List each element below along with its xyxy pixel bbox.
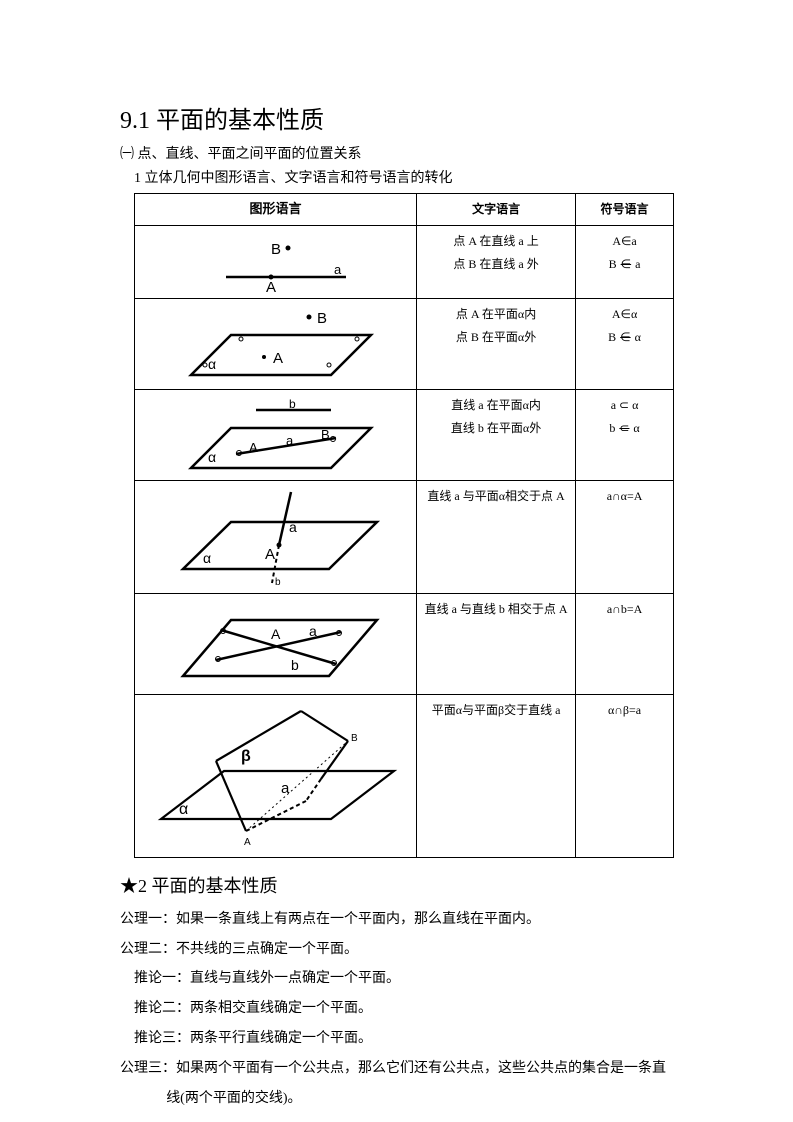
symbol-cell: α∩β=a (576, 694, 674, 857)
axiom-line: 公理一：如果一条直线上有两点在一个平面内，那么直线在平面内。 (120, 908, 683, 932)
corollary-line: 推论三：两条平行直线确定一个平面。 (120, 1027, 683, 1051)
svg-text:b: b (275, 577, 281, 587)
text-cell: 平面α与平面β交于直线 a (417, 694, 576, 857)
svg-text:α: α (208, 356, 216, 372)
fig-point-plane: α A B (161, 305, 391, 383)
axiom-line-cont: 线(两个平面的交线)。 (120, 1087, 683, 1111)
symbol-cell: A∈α B ∈ α (576, 298, 674, 389)
th-symbol: 符号语言 (576, 194, 674, 226)
axiom-line: 公理三：如果两个平面有一个公共点，那么它们还有公共点，这些公共点的集合是一条直 (120, 1057, 683, 1081)
svg-text:A: A (273, 350, 283, 367)
th-figure: 图形语言 (135, 194, 417, 226)
section2-title: ★2 平面的基本性质 (120, 872, 683, 898)
table-row: α A a b 直线 a 与平面α相交于点 A a∩α=A (135, 480, 674, 593)
figure-cell: A B a (135, 225, 417, 298)
svg-text:β: β (241, 748, 251, 765)
text-cell: 直线 a 与平面α相交于点 A (417, 480, 576, 593)
svg-text:a: a (334, 262, 342, 277)
svg-text:b: b (289, 397, 296, 411)
table-row: A a b 直线 a 与直线 b 相交于点 A a∩b=A (135, 593, 674, 694)
corollary-line: 推论一：直线与直线外一点确定一个平面。 (120, 967, 683, 991)
fig-two-lines: A a b (161, 600, 391, 688)
svg-text:B: B (317, 310, 327, 327)
subsection-1: ㈠ 点、直线、平面之间平面的位置关系 (120, 143, 683, 163)
language-table: 图形语言 文字语言 符号语言 A B a (134, 193, 674, 858)
svg-text:A: A (266, 279, 276, 292)
corollary-line: 推论二：两条相交直线确定一个平面。 (120, 997, 683, 1021)
figure-cell: α A B (135, 298, 417, 389)
table-row: α A B a b 直线 a 在平面α内 直线 b 在平面α外 a ⊂ (135, 389, 674, 480)
svg-text:a: a (281, 780, 290, 797)
svg-text:A: A (265, 546, 275, 563)
text-cell: 点 A 在直线 a 上 点 B 在直线 a 外 (417, 225, 576, 298)
figure-cell: A B a α β (135, 694, 417, 857)
fig-two-planes: A B a α β (146, 701, 406, 851)
figure-cell: A a b (135, 593, 417, 694)
svg-text:b: b (291, 657, 299, 673)
text-cell: 直线 a 在平面α内 直线 b 在平面α外 (417, 389, 576, 480)
svg-text:A: A (249, 440, 258, 455)
text-cell: 直线 a 与直线 b 相交于点 A (417, 593, 576, 694)
axiom-line: 公理二：不共线的三点确定一个平面。 (120, 938, 683, 962)
figure-cell: α A a b (135, 480, 417, 593)
table-row: A B a α β 平面α与平面β交于直线 a α∩β=a (135, 694, 674, 857)
svg-text:A: A (271, 626, 281, 642)
text-cell: 点 A 在平面α内 点 B 在平面α外 (417, 298, 576, 389)
svg-text:a: a (286, 433, 294, 448)
subsection-1-1: 1 立体几何中图形语言、文字语言和符号语言的转化 (134, 167, 683, 187)
table-row: A B a 点 A 在直线 a 上 点 B 在直线 a 外 A∈a B ∈ a (135, 225, 674, 298)
symbol-cell: A∈a B ∈ a (576, 225, 674, 298)
page-title: 9.1 平面的基本性质 (120, 100, 683, 135)
svg-text:B: B (271, 241, 281, 258)
symbol-cell: a∩α=A (576, 480, 674, 593)
svg-text:α: α (208, 449, 216, 465)
svg-text:α: α (203, 550, 211, 566)
fig-line-intersect-plane: α A a b (161, 487, 391, 587)
svg-text:a: a (289, 519, 297, 535)
fig-point-line: A B a (176, 232, 376, 292)
table-row: α A B 点 A 在平面α内 点 B 在平面α外 A∈α B ∈ α (135, 298, 674, 389)
figure-cell: α A B a b (135, 389, 417, 480)
symbol-cell: a ⊂ α b ⊂ α (576, 389, 674, 480)
th-text: 文字语言 (417, 194, 576, 226)
symbol-cell: a∩b=A (576, 593, 674, 694)
axioms-block: 公理一：如果一条直线上有两点在一个平面内，那么直线在平面内。 公理二：不共线的三… (120, 908, 683, 1111)
svg-text:α: α (179, 801, 188, 818)
svg-text:a: a (309, 623, 317, 639)
svg-text:A: A (244, 837, 251, 848)
fig-line-plane: α A B a b (161, 396, 391, 474)
svg-text:B: B (321, 427, 330, 442)
svg-text:B: B (351, 733, 358, 744)
